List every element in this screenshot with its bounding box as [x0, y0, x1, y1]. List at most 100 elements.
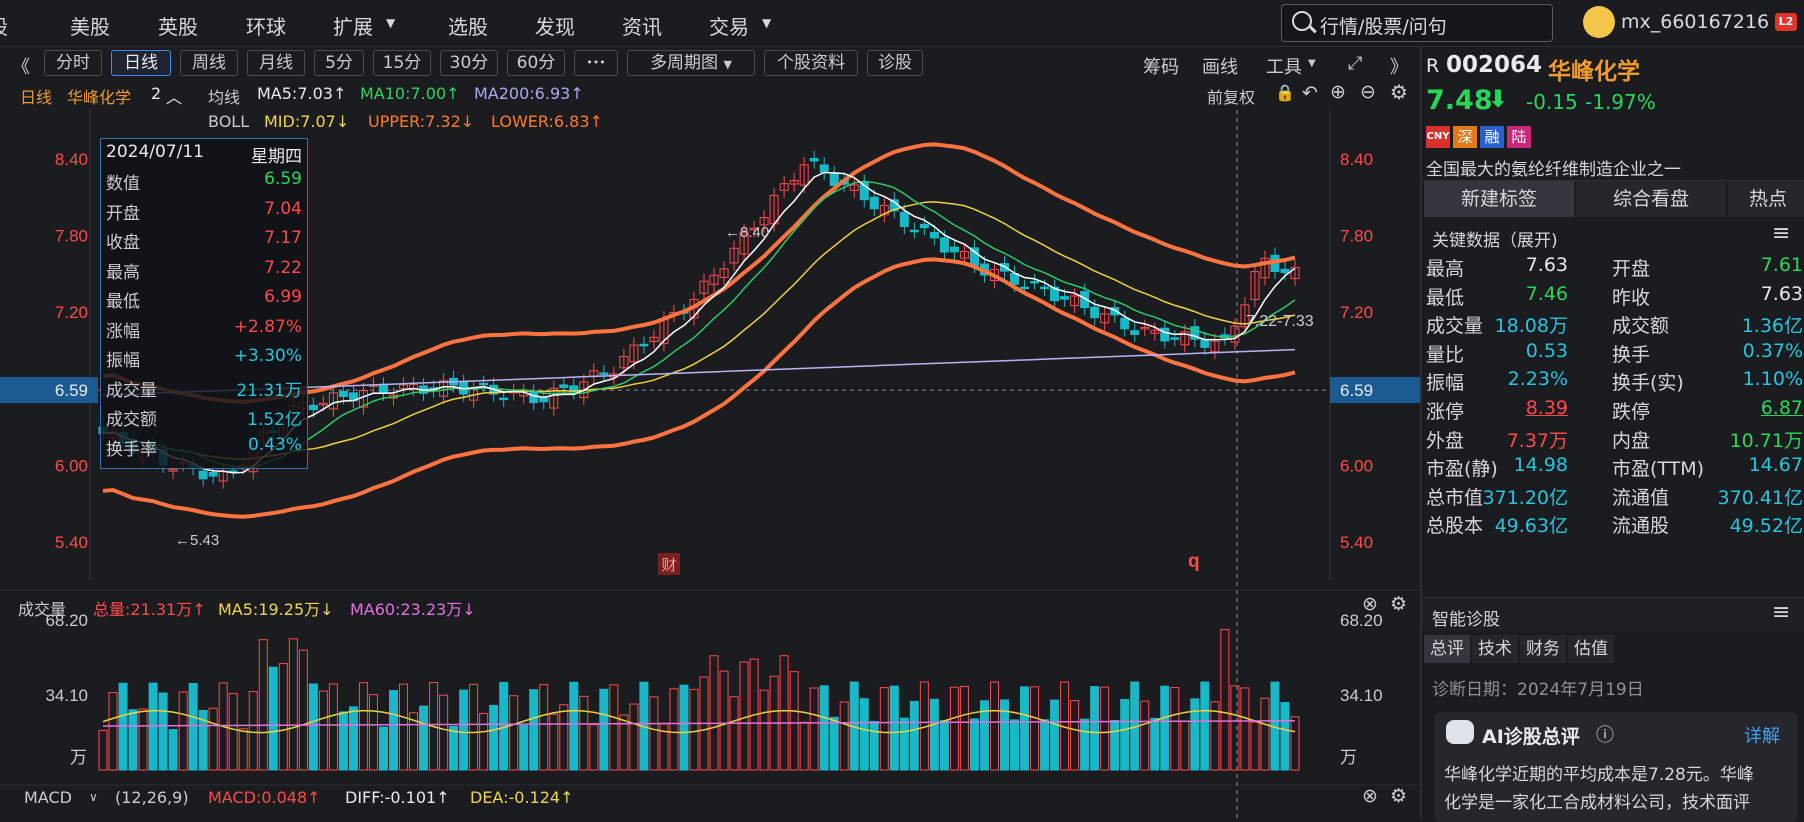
search-input[interactable]: 行情/股票/问句 [1281, 4, 1553, 42]
candle-body [208, 472, 218, 477]
diag-tab-tech[interactable]: 技术 [1472, 635, 1518, 663]
chevron-up-icon[interactable]: ︿ [166, 88, 183, 107]
nav-item-uk[interactable]: 英股 [158, 15, 198, 39]
tooltip-row: 成交额 1.52亿 [106, 405, 302, 433]
zoom-out-icon[interactable]: ⊖ [1360, 81, 1376, 103]
nav-item-news[interactable]: 资讯 [622, 15, 662, 39]
candle-body [809, 157, 819, 162]
period-15min[interactable]: 15分 [373, 50, 431, 76]
stock-profile-button[interactable]: 个股资料 [764, 50, 858, 76]
diag-tab-finance[interactable]: 财务 [1520, 635, 1566, 663]
chips-button[interactable]: 筹码 [1143, 57, 1179, 78]
candle-body [789, 180, 799, 185]
volume-bar [1280, 702, 1290, 771]
prev-stock-button[interactable]: 《 [12, 57, 30, 78]
volume-bar [308, 683, 318, 771]
tooltip-label: 换手率 [106, 439, 157, 460]
period-intraday[interactable]: 分时 [44, 50, 102, 76]
macd-title[interactable]: MACD [24, 788, 72, 807]
candle-body [1080, 291, 1090, 309]
key-data-label: 总市值 [1426, 486, 1484, 509]
price-marker [0, 377, 98, 404]
menu-icon[interactable]: ≡ [1772, 600, 1791, 625]
finance-marker-text: 财 [661, 557, 676, 574]
kline-chart[interactable]: 8.40 8.40 7.80 7.80 7.20 7.20 6.59 6.59 6.00 6.00… [0, 80, 1420, 820]
candle-body [529, 391, 539, 404]
period-30min[interactable]: 30分 [440, 50, 498, 76]
menu-icon[interactable]: ≡ [1772, 221, 1791, 246]
candle-body [1070, 295, 1080, 307]
period-5min[interactable]: 5分 [314, 50, 364, 76]
volume-bar [879, 687, 889, 771]
candle-body [1180, 331, 1190, 346]
draw-button[interactable]: 画线 [1202, 57, 1238, 78]
diagnose-button[interactable]: 诊股 [867, 50, 923, 76]
settings-gear-icon[interactable]: ⚙ [1390, 785, 1408, 807]
tools-button[interactable]: 工具 [1266, 57, 1302, 78]
period-weekly[interactable]: 周线 [180, 50, 238, 76]
ma-label[interactable]: 均线 [208, 88, 241, 107]
volume-bar [1220, 629, 1230, 771]
zoom-in-icon[interactable]: ⊕ [1330, 81, 1346, 103]
candle-body [949, 246, 959, 253]
volume-bar [1180, 720, 1190, 771]
tooltip-label: 振幅 [106, 351, 140, 371]
badge-connect[interactable]: 陆 [1507, 126, 1531, 148]
nav-item-us[interactable]: 美股 [70, 15, 110, 39]
nav-item-trade[interactable]: 交易 [709, 15, 749, 39]
period-daily[interactable]: 日线 [111, 50, 171, 76]
stock-count[interactable]: 2 [151, 84, 162, 103]
badge-margin[interactable]: 融 [1480, 126, 1504, 148]
expand-icon[interactable]: ⤢ [1348, 53, 1363, 74]
candle-body [549, 387, 559, 409]
detail-link[interactable]: 详解 [1744, 726, 1780, 747]
tab-overview[interactable]: 综合看盘 [1576, 181, 1726, 217]
nav-item-global[interactable]: 环球 [246, 15, 286, 39]
nav-item-screener[interactable]: 选股 [448, 15, 488, 39]
help-icon[interactable]: ⓘ [1596, 725, 1614, 746]
volume-bar [679, 684, 689, 771]
badge-shenzhen[interactable]: 深 [1453, 126, 1477, 148]
avatar[interactable] [1583, 6, 1615, 38]
volume-bar [288, 638, 298, 771]
tooltip-value: 7.17 [264, 228, 302, 248]
lock-icon[interactable]: 🔒 [1275, 83, 1295, 102]
chevron-down-icon: ▼ [762, 16, 772, 30]
badge-cny[interactable]: CNY [1426, 126, 1450, 148]
right-axis-label: 8.40 [1340, 150, 1373, 169]
period-monthly[interactable]: 月线 [247, 50, 305, 76]
volume-bar [799, 721, 809, 771]
adjust-button[interactable]: 前复权 [1207, 88, 1256, 107]
settings-gear-icon[interactable]: ⚙ [1390, 80, 1408, 104]
key-data-item: 成交量 18.08万 [1426, 311, 1568, 339]
right-axis-label: 6.00 [1340, 456, 1373, 475]
close-icon[interactable]: ⊗ [1362, 593, 1378, 615]
right-axis-label: 7.20 [1340, 303, 1373, 322]
nav-item-stock[interactable]: 股 [0, 11, 8, 40]
stock-code: 002064 [1446, 52, 1543, 78]
nav-item-discover[interactable]: 发现 [535, 15, 575, 39]
next-stock-button[interactable]: 》 [1390, 57, 1408, 78]
diag-tab-summary[interactable]: 总评 [1424, 635, 1470, 663]
finance-marker [658, 553, 680, 575]
username[interactable]: mx_660167216 [1621, 11, 1770, 33]
candle-body [899, 211, 909, 227]
candle-body [759, 216, 769, 226]
search-icon [1292, 11, 1312, 31]
undo-icon[interactable]: ↶ [1302, 82, 1318, 104]
diag-tab-valuation[interactable]: 估值 [1568, 635, 1614, 663]
tab-new-label[interactable]: 新建标签 [1424, 181, 1574, 217]
period-60min[interactable]: 60分 [507, 50, 565, 76]
volume-bar [429, 682, 439, 771]
boll-label[interactable]: BOLL [208, 112, 250, 131]
volume-bar [619, 714, 629, 771]
tab-hot[interactable]: 热点 [1728, 181, 1804, 217]
settings-gear-icon[interactable]: ⚙ [1390, 593, 1408, 615]
stock-name-label: 华峰化学 [67, 88, 132, 107]
close-icon[interactable]: ⊗ [1362, 785, 1378, 807]
more-button[interactable]: ••• [574, 50, 618, 76]
nav-item-extend[interactable]: 扩展 [333, 15, 373, 39]
multi-period-dropdown[interactable]: 多周期图 ▼ [627, 50, 755, 76]
chevron-down-icon[interactable]: ∨ [89, 790, 98, 804]
key-data-title[interactable]: 关键数据（展开) [1432, 231, 1558, 251]
